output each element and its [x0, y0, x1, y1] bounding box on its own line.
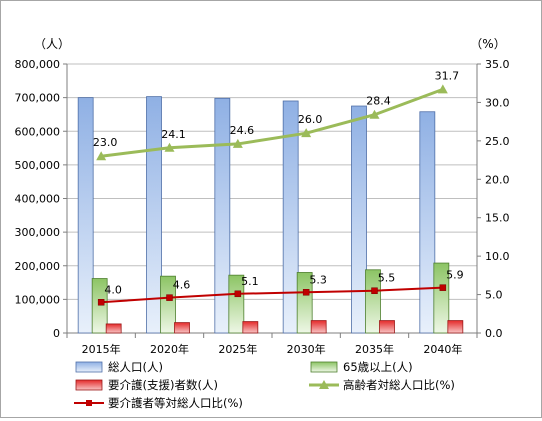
bar-total-population	[282, 100, 299, 334]
x-tick-label: 2025年	[218, 342, 257, 356]
legend-label: 総人口(人)	[108, 360, 163, 374]
data-label: 5.3	[309, 273, 327, 286]
left-tick-label: 500,000	[15, 159, 61, 172]
legend-label: 要介護者等対総人口比(%)	[108, 396, 243, 410]
x-tick-label: 2030年	[287, 342, 326, 356]
marker-square	[234, 290, 242, 298]
right-tick-label: 25.0	[485, 135, 510, 148]
marker-triangle	[301, 128, 312, 138]
data-label: 5.5	[378, 272, 396, 285]
bar-total-population	[146, 96, 162, 334]
bars	[77, 96, 464, 334]
legend-label: 高齢者対総人口比(%)	[343, 378, 455, 392]
x-tick-label: 2040年	[423, 342, 462, 356]
bar-care-recipients	[447, 320, 464, 334]
data-labels: 23.0 24.1 24.6 26.0 28.4 31.7 4.0 4.6 5.1 5.3 5.5 5…	[93, 69, 464, 296]
legend-swatch	[75, 379, 103, 391]
marker-triangle	[164, 142, 175, 152]
bar-aged-65-plus	[296, 272, 313, 334]
legend-marker	[319, 380, 329, 389]
data-label: 5.1	[241, 275, 259, 288]
right-tick-label: 35.0	[485, 58, 510, 71]
left-axis-unit: （人）	[34, 37, 70, 51]
bar-care-recipients	[379, 320, 395, 334]
bar-care-recipients	[242, 321, 259, 334]
right-tick-label: 10.0	[485, 250, 510, 263]
legend-swatch	[310, 361, 338, 373]
left-tick-label: 400,000	[15, 193, 61, 206]
marker-square	[371, 287, 378, 294]
line-care-ratio	[101, 286, 443, 304]
legend-marker	[86, 400, 92, 406]
marker-triangle	[437, 84, 448, 94]
legend: 総人口(人) 65歳以上(人) 要介護(支援)者数(人) 高齢者対総人口比(%) 要介護…	[74, 360, 455, 410]
data-label: 23.0	[93, 136, 118, 149]
marker-triangle	[232, 138, 243, 148]
marker-square	[97, 299, 105, 306]
right-tick-label: 5.0	[485, 289, 503, 302]
left-tick-label: 200,000	[15, 260, 61, 273]
legend-label: 65歳以上(人)	[343, 360, 413, 374]
marker-triangle	[96, 151, 107, 161]
left-tick-label: 600,000	[15, 125, 61, 138]
bar-care-recipients	[105, 323, 122, 334]
data-label: 31.7	[435, 69, 460, 82]
data-label: 24.1	[161, 128, 186, 141]
bar-total-population	[419, 111, 436, 334]
bar-care-recipients	[310, 320, 327, 334]
marker-square	[439, 284, 447, 291]
data-label: 24.6	[230, 124, 255, 137]
right-tick-label: 30.0	[485, 96, 510, 109]
right-axis-unit: （%）	[470, 37, 505, 51]
data-label: 4.0	[104, 283, 122, 296]
bar-total-population	[77, 97, 94, 334]
legend-swatch	[75, 361, 103, 373]
left-tick-label: 700,000	[15, 92, 61, 105]
marker-triangle	[369, 109, 380, 119]
lines	[96, 84, 448, 306]
line-elderly-ratio	[100, 87, 444, 158]
data-label: 4.6	[173, 279, 191, 292]
data-label: 26.0	[298, 113, 323, 126]
data-label: 5.9	[446, 269, 464, 282]
left-tick-label: 100,000	[15, 293, 61, 306]
x-tick-label: 2015年	[82, 342, 121, 356]
right-tick-label: 0.0	[485, 327, 503, 340]
right-tick-label: 15.0	[485, 212, 510, 225]
left-tick-label: 800,000	[15, 58, 61, 71]
x-tick-label: 2035年	[355, 342, 394, 356]
gridlines	[67, 63, 477, 300]
axes: 0 100,000 200,000 300,000 400,000 500,000 600,…	[15, 37, 510, 356]
left-tick-label: 0	[53, 327, 60, 340]
marker-square	[302, 289, 310, 296]
bar-total-population	[214, 97, 231, 334]
legend-label: 要介護(支援)者数(人)	[108, 378, 218, 392]
bar-aged-65-plus	[160, 275, 176, 334]
bar-aged-65-plus	[365, 269, 381, 334]
bar-care-recipients	[174, 322, 190, 334]
marker-square	[166, 294, 173, 301]
x-tick-label: 2020年	[150, 342, 189, 356]
bar-aged-65-plus	[433, 262, 450, 334]
left-tick-label: 300,000	[15, 226, 61, 239]
bar-aged-65-plus	[228, 274, 245, 334]
bar-aged-65-plus	[91, 278, 108, 334]
right-tick-label: 20.0	[485, 173, 510, 186]
data-label: 28.4	[366, 95, 391, 108]
bar-total-population	[351, 105, 367, 334]
